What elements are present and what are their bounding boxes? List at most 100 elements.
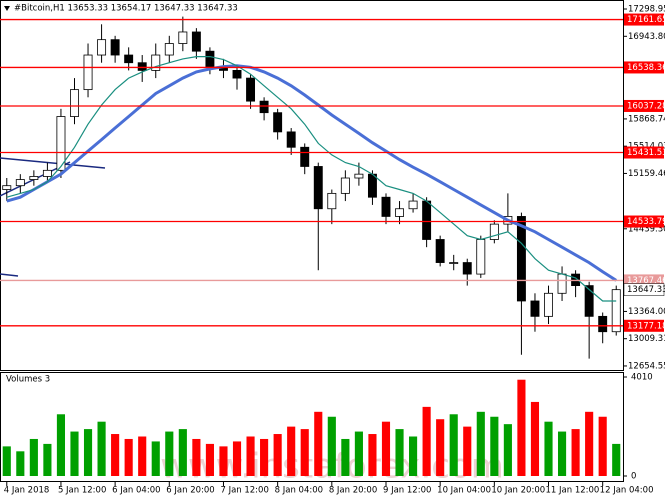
x-tick-label: 6 Jan 04:00: [112, 486, 160, 496]
volume-bar: [56, 414, 66, 476]
last-price-box: [623, 283, 665, 296]
candle-body: [97, 39, 107, 56]
x-tick-label: 11 Jan 12:00: [546, 486, 600, 496]
volume-bar: [83, 429, 93, 476]
candle-body: [408, 200, 418, 210]
x-tick-label: 8 Jan 04:00: [275, 486, 323, 496]
y-tick-label: 17298.95: [628, 4, 665, 14]
candle-body: [584, 285, 594, 317]
y-tick-label: 13364.00: [628, 307, 665, 317]
candle-body: [232, 70, 242, 79]
last-price-label: 13647.33: [627, 285, 665, 295]
volume-bar: [571, 429, 580, 476]
x-tick-label: 7 Jan 12:00: [220, 486, 268, 496]
candle-body: [2, 185, 12, 190]
level-label: 13767.46: [627, 276, 665, 286]
y-tick-label: 0: [631, 472, 636, 482]
x-tick-label: 4 Jan 2018: [4, 486, 50, 496]
candle-body: [340, 177, 350, 194]
volume-bar: [517, 379, 526, 476]
candle-body: [422, 200, 432, 240]
volume-bar: [503, 424, 512, 476]
candle-body: [516, 216, 526, 302]
volume-bar: [165, 431, 174, 476]
volume-bar: [612, 443, 621, 476]
y-tick-label: 15868.74: [628, 114, 665, 124]
volume-bar: [557, 431, 567, 476]
trend-line: [0, 273, 19, 277]
volume-bar: [463, 426, 472, 476]
volume-bar: [151, 441, 160, 476]
candle-body: [259, 100, 269, 114]
moving-average: [6, 56, 617, 302]
volume-bar: [341, 438, 350, 476]
candle-body: [29, 176, 39, 180]
x-tick-label: 10 Jan 04:00: [437, 486, 491, 496]
volume-title: Volumes 3: [6, 375, 50, 385]
candle-body: [83, 54, 93, 91]
moving-average: [6, 64, 618, 282]
level-label-box: [624, 146, 664, 159]
candle-body: [205, 50, 215, 67]
volume-bar: [111, 434, 120, 476]
chart-title: #Bitcoin,H1 13653.33 13654.17 13647.33 1…: [14, 4, 238, 14]
volume-bar: [381, 421, 391, 476]
x-tick-label: 10 Jan 20:00: [491, 486, 545, 496]
candle-body: [435, 239, 445, 263]
candle-body: [381, 196, 391, 217]
y-tick-label: 13009.31: [628, 334, 665, 344]
volume-bar: [246, 436, 255, 476]
x-tick-label: 8 Jan 20:00: [329, 486, 377, 496]
volume-bar: [544, 421, 553, 476]
volume-bar: [395, 429, 404, 476]
candle-body: [489, 223, 499, 240]
candle-body: [124, 54, 134, 64]
level-label: 13177.18: [627, 321, 665, 331]
candle-body: [557, 273, 567, 294]
candle-body: [178, 31, 188, 44]
candle-body: [327, 192, 337, 210]
volume-bar: [16, 451, 25, 476]
candle-body: [137, 62, 147, 71]
candle-body: [354, 173, 364, 179]
candle-body: [367, 173, 377, 198]
volume-bar: [219, 446, 228, 476]
volume-bar: [138, 436, 147, 476]
volume-bar: [287, 426, 296, 476]
x-tick-label: 12 Jan 04:00: [600, 486, 654, 496]
y-tick-label: 12654.55: [628, 361, 665, 371]
level-label-box: [624, 13, 664, 26]
volume-bar: [232, 441, 242, 476]
candle-body: [191, 31, 201, 52]
volume-bar: [300, 429, 309, 476]
volume-bar: [314, 411, 323, 476]
candle-body: [611, 289, 621, 333]
level-label: 14533.79: [627, 217, 665, 227]
x-tick-label: 6 Jan 20:00: [166, 486, 214, 496]
volume-bar: [97, 421, 106, 476]
volume-bar: [354, 431, 363, 476]
candle-body: [395, 208, 404, 217]
volume-bar: [260, 438, 269, 476]
volume-bar: [178, 429, 187, 476]
level-label: 16538.36: [627, 63, 665, 73]
volume-bar: [422, 406, 431, 476]
candle-body: [313, 166, 323, 210]
candle-body: [598, 315, 608, 333]
candle-body: [544, 292, 553, 317]
level-label: 17161.65: [627, 15, 665, 25]
volume-bar: [43, 443, 52, 476]
candle-body: [449, 262, 459, 264]
y-tick-label: 14439.30: [628, 224, 665, 234]
level-label-box: [624, 215, 664, 228]
price-panel: [0, 0, 624, 371]
volume-bar: [490, 416, 499, 476]
candle-body: [246, 77, 256, 102]
y-tick-label: 4010: [631, 373, 653, 383]
volume-bar: [585, 411, 594, 476]
y-tick-label: 15159.46: [628, 169, 665, 179]
volume-bar: [70, 431, 79, 476]
candle-body: [530, 300, 540, 317]
